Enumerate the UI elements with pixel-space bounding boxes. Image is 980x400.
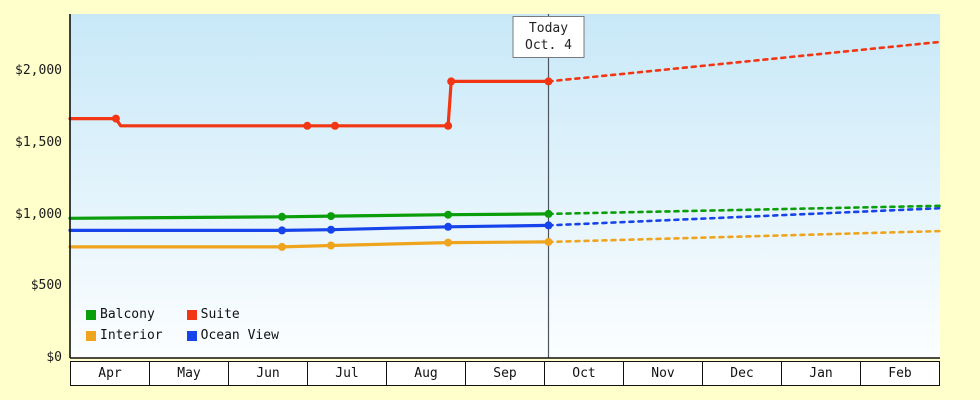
series-marker-balcony (544, 209, 553, 218)
series-marker-interior (327, 241, 335, 250)
month-cell-jan: Jan (782, 361, 861, 386)
x-axis-month-row: Apr May Jun Jul Aug Sep Oct Nov Dec Jan Feb (70, 361, 940, 386)
month-cell-jun: Jun (229, 361, 308, 386)
legend-label-suite: Suite (200, 307, 240, 322)
series-projection-balcony (547, 204, 942, 216)
plot-area (70, 14, 940, 358)
series-projection-interior (547, 229, 942, 244)
series-marker-ocean-view (278, 226, 286, 235)
series-marker-suite (111, 114, 120, 123)
series-marker-balcony (327, 212, 335, 221)
series-marker-ocean-view (327, 225, 335, 234)
series-marker-balcony (444, 210, 453, 219)
series-marker-suite (544, 77, 553, 86)
legend-swatch-suite (186, 309, 197, 320)
legend-swatch-interior (86, 330, 96, 341)
series-marker-balcony (278, 212, 286, 221)
legend-item-interior: Interior (86, 328, 163, 343)
y-tick-label: $0 (46, 350, 62, 365)
y-tick-label: $1,000 (15, 206, 62, 222)
legend-item-ocean-view: Ocean View (186, 328, 279, 343)
series-marker-interior (444, 238, 453, 247)
today-marker-label: Today Oct. 4 (512, 16, 585, 58)
today-label-line2: Oct. 4 (525, 38, 572, 53)
series-projection-ocean-view (547, 206, 942, 227)
legend-item-balcony: Balcony (86, 307, 163, 322)
month-cell-aug: Aug (387, 361, 466, 386)
y-tick-label: $2,000 (15, 63, 62, 79)
series-projection-suite (547, 40, 942, 83)
chart-legend: Balcony Suite Interior Ocean View (86, 307, 279, 343)
month-cell-apr: Apr (70, 361, 150, 386)
series-marker-suite (303, 121, 312, 130)
month-cell-sep: Sep (466, 361, 545, 386)
series-marker-interior (544, 237, 553, 246)
y-tick-label: $1,500 (15, 135, 62, 150)
today-label-line1: Today (528, 21, 569, 36)
legend-label-balcony: Balcony (100, 307, 155, 322)
legend-swatch-ocean-view (186, 330, 197, 341)
series-marker-interior (278, 242, 286, 251)
month-cell-nov: Nov (624, 361, 703, 386)
series-marker-suite (444, 121, 453, 130)
legend-item-suite: Suite (186, 307, 279, 322)
month-cell-dec: Dec (703, 361, 782, 386)
legend-swatch-balcony (86, 309, 96, 320)
series-marker-suite (447, 77, 456, 86)
month-cell-oct: Oct (545, 361, 624, 386)
series-marker-suite (331, 121, 339, 130)
legend-label-interior: Interior (100, 328, 163, 343)
month-cell-feb: Feb (861, 361, 940, 386)
series-marker-ocean-view (444, 222, 453, 231)
month-cell-jul: Jul (308, 361, 387, 386)
y-tick-label: $500 (30, 278, 62, 294)
month-cell-may: May (150, 361, 229, 386)
series-marker-ocean-view (544, 221, 553, 230)
legend-label-ocean-view: Ocean View (200, 328, 279, 343)
